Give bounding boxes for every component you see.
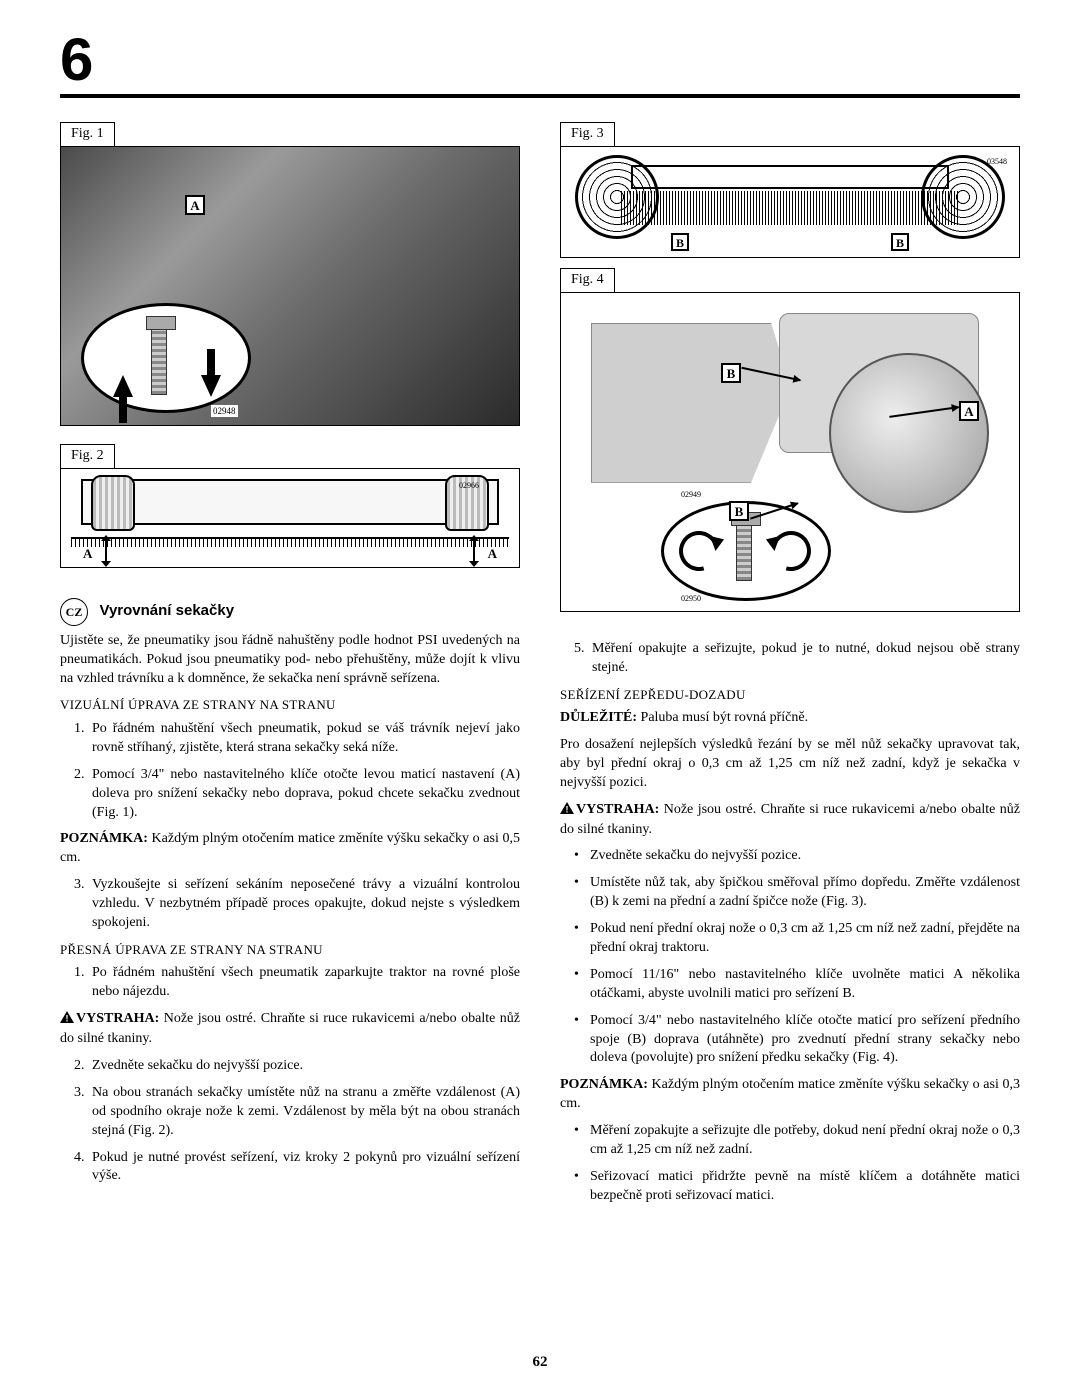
note-label: POZNÁMKA: (60, 831, 148, 846)
precise-adjust-list-1: Po řádném nahuštění všech pneumatik zapa… (60, 964, 520, 1002)
visual-adjust-list-2: Vyzkoušejte si seřízení sekáním neposeče… (60, 876, 520, 933)
important-note: DŮLEŽITÉ: Paluba musí být rovná příčně. (560, 709, 1020, 728)
warning-label: VYSTRAHA: (76, 1011, 159, 1026)
subhead-front-back: SEŘÍZENÍ ZEPŘEDU-DOZADU (560, 686, 1020, 704)
list-item: Zvedněte sekačku do nejvyšší pozice. (88, 1057, 520, 1076)
list-item: Pomocí 3/4" nebo nastavitelného klíče ot… (88, 766, 520, 823)
fig4-marker-a: A (959, 401, 979, 421)
warning-icon: ! (560, 802, 574, 821)
fig2-code: 02966 (459, 481, 479, 492)
two-column-layout: Fig. 1 A 02948 Fig. 2 A (60, 122, 1020, 1214)
important-text: Paluba musí být rovná příčně. (637, 710, 808, 725)
subhead-visual-adjust: VIZUÁLNÍ ÚPRAVA ZE STRANY NA STRANU (60, 696, 520, 714)
important-label: DŮLEŽITÉ: (560, 710, 637, 725)
fig3-illustration: B B 03548 (560, 146, 1020, 258)
fig2-illustration: A A 02966 (60, 468, 520, 568)
fig4-marker-b-top: B (721, 363, 741, 383)
list-item: Seřizovací matici přidržte pevně na míst… (574, 1168, 1020, 1206)
front-back-bullets-1: Zvedněte sekačku do nejvyšší pozice. Umí… (560, 847, 1020, 1068)
list-item: Měření opakujte a seřizujte, pokud je to… (588, 640, 1020, 678)
front-back-bullets-2: Měření zopakujte a seřizujte dle potřeby… (560, 1122, 1020, 1206)
list-item: Vyzkoušejte si seřízení sekáním neposeče… (88, 876, 520, 933)
fig1-marker-a: A (185, 195, 205, 215)
warning-icon: ! (60, 1011, 74, 1030)
fig2-label: Fig. 2 (60, 444, 115, 469)
left-column: Fig. 1 A 02948 Fig. 2 A (60, 122, 520, 1214)
figure-4-block: Fig. 4 B A B 02949 02950 (560, 268, 1020, 612)
fig4-label: Fig. 4 (560, 268, 615, 293)
list-item: Umístěte nůž tak, aby špičkou směřoval p… (574, 874, 1020, 912)
continued-list: Měření opakujte a seřizujte, pokud je to… (560, 640, 1020, 678)
fig3-code: 03548 (987, 157, 1007, 168)
fig3-marker-b-right: B (891, 233, 909, 251)
subhead-precise-adjust: PŘESNÁ ÚPRAVA ZE STRANY NA STRANU (60, 941, 520, 959)
warning-right: ! VYSTRAHA: Nože jsou ostré. Chraňte si … (560, 801, 1020, 840)
figure-2-block: Fig. 2 A A 02966 (60, 444, 520, 568)
figure-1-block: Fig. 1 A 02948 (60, 122, 520, 426)
note-2: POZNÁMKA: Každým plným otočením matice z… (560, 1076, 1020, 1114)
note-label: POZNÁMKA: (560, 1077, 648, 1092)
intro-paragraph: Ujistěte se, že pneumatiky jsou řádně na… (60, 632, 520, 689)
list-item: Na obou stranách sekačky umístěte nůž na… (88, 1084, 520, 1141)
fig3-label: Fig. 3 (560, 122, 615, 147)
svg-text:!: ! (66, 1014, 69, 1024)
right-column: Fig. 3 B B 03548 Fig. 4 B A (560, 122, 1020, 1214)
language-badge: CZ (60, 598, 88, 626)
warning-left: ! VYSTRAHA: Nože jsou ostré. Chraňte si … (60, 1010, 520, 1049)
figure-3-block: Fig. 3 B B 03548 (560, 122, 1020, 258)
fig1-illustration: A 02948 (60, 146, 520, 426)
fig4-code-bottom: 02950 (681, 594, 701, 605)
fig3-marker-b-left: B (671, 233, 689, 251)
list-item: Pokud není přední okraj nože o 0,3 cm až… (574, 920, 1020, 958)
list-item: Po řádném nahuštění všech pneumatik, pok… (88, 720, 520, 758)
footer-page-number: 62 (0, 1354, 1080, 1371)
list-item: Po řádném nahuštění všech pneumatik zapa… (88, 964, 520, 1002)
fig4-code-top: 02949 (681, 490, 701, 501)
fig4-illustration: B A B 02949 02950 (560, 292, 1020, 612)
list-item: Pokud je nutné provést seřízení, viz kro… (88, 1149, 520, 1187)
svg-text:!: ! (566, 804, 569, 814)
fig2-marker-a-left: A (83, 545, 92, 563)
fig2-marker-a-right: A (488, 545, 497, 563)
precise-adjust-list-2: Zvedněte sekačku do nejvyšší pozice. Na … (60, 1057, 520, 1186)
note-1: POZNÁMKA: Každým plným otočením matice z… (60, 830, 520, 868)
fig1-label: Fig. 1 (60, 122, 115, 147)
title-row: CZ Vyrovnání sekačky (60, 598, 520, 626)
fig4-marker-b-bottom: B (729, 501, 749, 521)
list-item: Měření zopakujte a seřizujte dle potřeby… (574, 1122, 1020, 1160)
list-item: Pomocí 3/4" nebo nastavitelného klíče ot… (574, 1012, 1020, 1069)
page-header: 6 (60, 30, 1020, 98)
list-item: Pomocí 11/16" nebo nastavitelného klíče … (574, 966, 1020, 1004)
section-title: Vyrovnání sekačky (100, 602, 235, 619)
front-back-paragraph: Pro dosažení nejlepších výsledků řezání … (560, 736, 1020, 793)
list-item: Zvedněte sekačku do nejvyšší pozice. (574, 847, 1020, 866)
fig1-code: 02948 (211, 405, 238, 417)
section-number: 6 (60, 30, 1020, 90)
visual-adjust-list-1: Po řádném nahuštění všech pneumatik, pok… (60, 720, 520, 822)
warning-label: VYSTRAHA: (576, 802, 659, 817)
